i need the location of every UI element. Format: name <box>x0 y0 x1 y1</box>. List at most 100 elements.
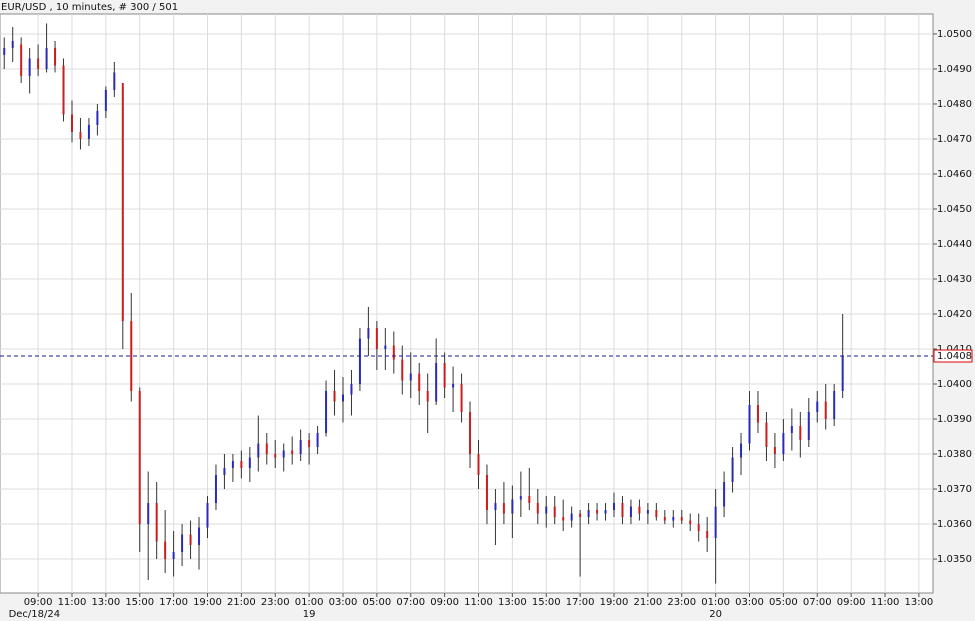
body <box>435 363 438 402</box>
body <box>443 363 446 388</box>
body <box>79 131 82 139</box>
body <box>308 440 311 448</box>
body <box>223 468 226 476</box>
x-tick-label: 09:00 <box>24 597 53 608</box>
body <box>358 338 361 385</box>
body <box>147 503 150 525</box>
body <box>790 426 793 434</box>
body <box>485 475 488 511</box>
body <box>629 506 632 518</box>
x-tick-label: 19:00 <box>600 597 629 608</box>
y-tick-label: 1.0470 <box>937 134 972 145</box>
body <box>477 454 480 476</box>
body <box>706 531 709 539</box>
body <box>553 506 556 518</box>
body <box>299 440 302 455</box>
body <box>214 475 217 504</box>
x-tick-label: 01:00 <box>701 597 730 608</box>
body <box>325 391 328 434</box>
body <box>638 506 641 514</box>
body <box>579 513 582 518</box>
body <box>350 384 353 395</box>
body <box>799 426 802 441</box>
body <box>54 47 57 66</box>
y-tick-label: 1.0400 <box>937 379 972 390</box>
body <box>138 391 141 525</box>
body <box>28 58 31 76</box>
y-tick-label: 1.0490 <box>937 64 972 75</box>
y-tick-label: 1.0450 <box>937 204 972 215</box>
body <box>409 373 412 381</box>
y-tick-label: 1.0410 <box>937 344 972 355</box>
body <box>384 345 387 350</box>
y-tick-label: 1.0440 <box>937 239 972 250</box>
body <box>37 58 40 69</box>
body <box>164 541 167 560</box>
date-label: 20 <box>709 609 722 620</box>
body <box>663 517 666 521</box>
body <box>367 328 370 339</box>
body <box>782 433 785 455</box>
body <box>291 450 294 455</box>
body <box>96 110 99 125</box>
body <box>45 47 48 69</box>
body <box>155 503 158 542</box>
x-tick-label: 07:00 <box>803 597 832 608</box>
x-tick-label: 13:00 <box>498 597 527 608</box>
x-tick-label: 23:00 <box>667 597 696 608</box>
y-tick-label: 1.0480 <box>937 99 972 110</box>
body <box>562 517 565 521</box>
body <box>536 503 539 514</box>
body <box>672 517 675 521</box>
plot-area <box>0 13 934 594</box>
body <box>824 401 827 420</box>
x-tick-label: 05:00 <box>769 597 798 608</box>
body <box>181 534 184 553</box>
body <box>172 552 175 560</box>
x-tick-label: 03:00 <box>735 597 764 608</box>
x-tick-label: 21:00 <box>227 597 256 608</box>
body <box>341 394 344 402</box>
body <box>240 461 243 469</box>
body <box>833 391 836 420</box>
y-tick-label: 1.0370 <box>937 484 972 495</box>
body <box>613 503 616 511</box>
y-tick-label: 1.0420 <box>937 309 972 320</box>
body <box>20 44 23 76</box>
y-tick-label: 1.0500 <box>937 29 972 40</box>
body <box>756 405 759 423</box>
body <box>570 513 573 521</box>
body <box>70 114 73 132</box>
body <box>519 496 522 500</box>
x-tick-label: 17:00 <box>566 597 595 608</box>
body <box>121 82 124 322</box>
x-tick-label: 01:00 <box>295 597 324 608</box>
chart-title: EUR/USD , 10 minutes, # 300 / 501 <box>1 2 178 13</box>
x-tick-label: 19:00 <box>193 597 222 608</box>
body <box>731 457 734 483</box>
x-tick-label: 07:00 <box>396 597 425 608</box>
body <box>545 506 548 514</box>
body <box>528 496 531 504</box>
y-tick-label: 1.0380 <box>937 449 972 460</box>
x-tick-label: 13:00 <box>91 597 120 608</box>
x-tick-label: 11:00 <box>58 597 87 608</box>
y-tick-label: 1.0460 <box>937 169 972 180</box>
body <box>765 422 768 448</box>
body <box>316 433 319 448</box>
last-price-label: 1.0408 <box>937 351 972 362</box>
x-tick-label: 09:00 <box>430 597 459 608</box>
body <box>274 454 277 458</box>
x-tick-label: 13:00 <box>904 597 933 608</box>
body <box>62 65 65 115</box>
last-price-box <box>933 349 973 363</box>
y-tick-label: 1.0390 <box>937 414 972 425</box>
body <box>104 89 107 111</box>
body <box>740 443 743 458</box>
date-label: Dec/18/24 <box>9 609 61 620</box>
body <box>11 40 14 48</box>
x-tick-label: 17:00 <box>159 597 188 608</box>
body <box>655 510 658 518</box>
x-tick-label: 09:00 <box>837 597 866 608</box>
